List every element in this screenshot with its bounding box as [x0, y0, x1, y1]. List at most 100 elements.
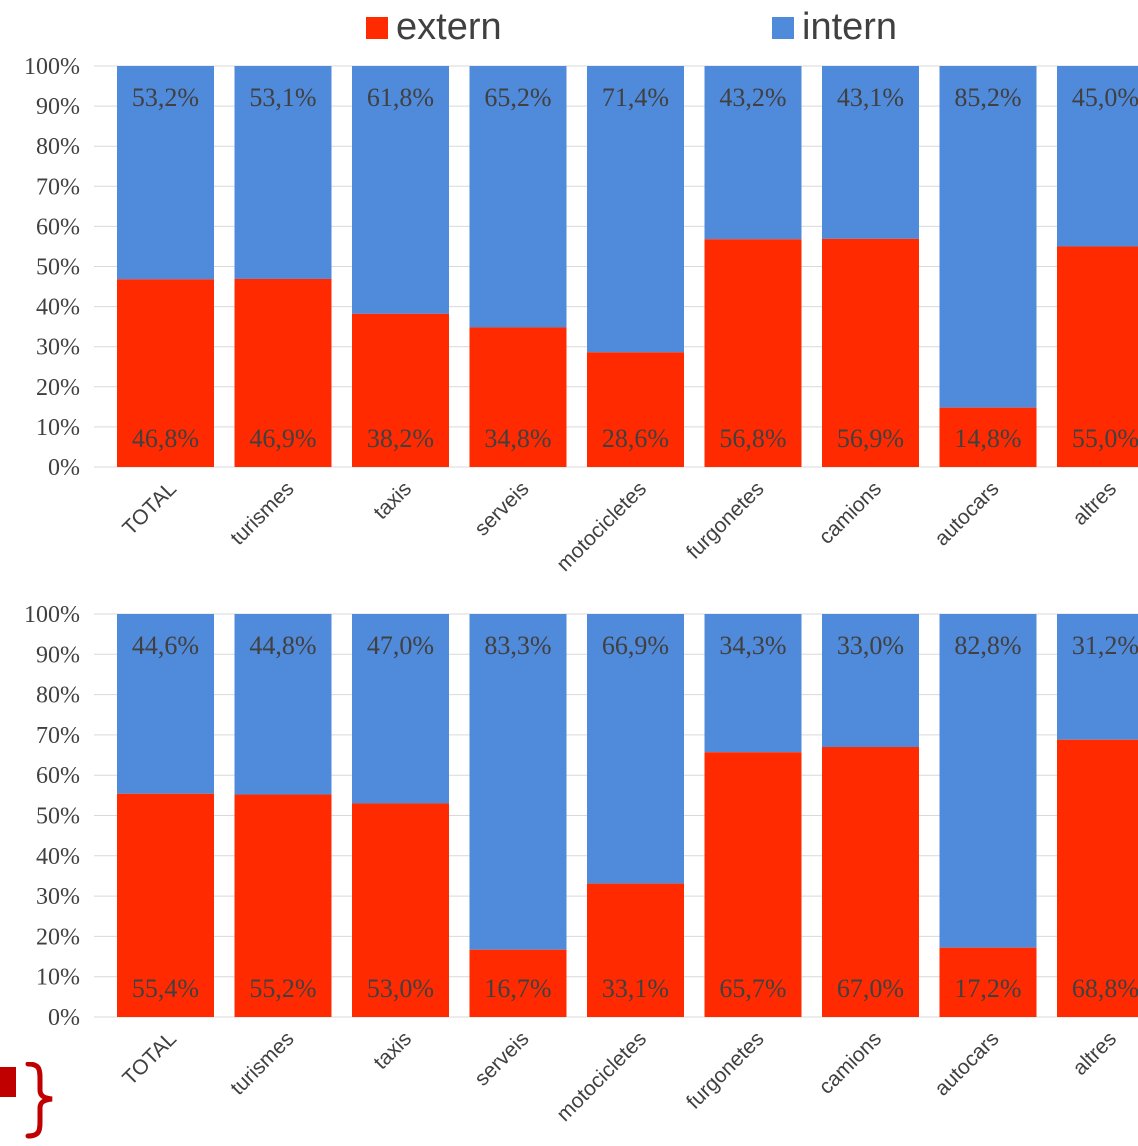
data-label-intern: 82,8%: [954, 631, 1021, 660]
data-label-extern: 56,9%: [837, 424, 904, 453]
brace-decoration: [0, 1061, 70, 1141]
y-tick-label: 90%: [36, 642, 80, 668]
data-label-intern: 61,8%: [367, 83, 434, 112]
data-label-extern: 55,2%: [249, 974, 316, 1003]
bar-extern-turismes: [234, 278, 332, 467]
data-label-extern: 17,2%: [954, 974, 1021, 1003]
category-label: TOTAL: [118, 477, 181, 540]
bar-extern-autocars: [939, 407, 1037, 467]
category-label: furgonetes: [682, 477, 768, 563]
y-tick-label: 30%: [36, 884, 80, 910]
data-label-intern: 31,2%: [1072, 631, 1138, 660]
category-label: altres: [1068, 1027, 1121, 1080]
bar-extern-autocars: [939, 947, 1037, 1017]
y-tick-label: 40%: [36, 844, 80, 870]
bar-intern-TOTAL: [117, 66, 214, 280]
bar-intern-turismes: [234, 66, 332, 279]
chart-panel-2: 0% 10% 20% 30% 40% 50% 60% 70% 80% 90% 100% 44,6% 55…: [24, 602, 1138, 1126]
bar-intern-serveis: [469, 66, 567, 328]
category-label: camions: [814, 1027, 886, 1099]
data-label-intern: 53,2%: [132, 83, 199, 112]
bar-intern-altres: [1057, 66, 1138, 247]
category-label: taxis: [369, 1027, 416, 1074]
data-label-intern: 65,2%: [484, 83, 551, 112]
data-label-extern: 56,8%: [719, 424, 786, 453]
bar-extern-motocicletes: [587, 883, 684, 1017]
bar-intern-furgonetes: [704, 66, 802, 240]
data-label-extern: 46,9%: [249, 424, 316, 453]
chart-panel-1: 0% 10% 20% 30% 40% 50% 60% 70% 80% 90% 100% 53,2% 46…: [24, 54, 1138, 576]
category-label: autocars: [930, 1027, 1003, 1100]
data-label-intern: 47,0%: [367, 631, 434, 660]
y-tick-label: 10%: [36, 965, 80, 991]
data-label-intern: 44,8%: [249, 631, 316, 660]
data-label-extern: 53,0%: [367, 974, 434, 1003]
bar-extern-TOTAL: [117, 793, 214, 1017]
y-tick-label: 70%: [36, 723, 80, 749]
bar-extern-serveis: [469, 327, 567, 467]
bar-extern-camions: [822, 746, 919, 1017]
bar-extern-furgonetes: [704, 752, 802, 1017]
y-tick-label: 50%: [36, 804, 80, 830]
category-label: motocicletes: [552, 477, 651, 576]
data-label-intern: 53,1%: [249, 83, 316, 112]
category-label: camions: [814, 477, 886, 549]
bar-extern-taxis: [352, 803, 449, 1017]
bar-intern-motocicletes: [587, 66, 684, 353]
data-label-extern: 68,8%: [1072, 974, 1138, 1003]
data-label-extern: 28,6%: [602, 424, 669, 453]
legend-swatch-extern: [366, 16, 388, 39]
bar-intern-autocars: [939, 66, 1037, 408]
data-label-intern: 44,6%: [132, 631, 199, 660]
data-label-extern: 55,0%: [1072, 424, 1138, 453]
y-tick-label: 20%: [36, 375, 80, 401]
bar-extern-serveis: [469, 949, 567, 1017]
data-label-extern: 34,8%: [484, 424, 551, 453]
bar-intern-taxis: [352, 614, 449, 804]
bar-extern-camions: [822, 238, 919, 467]
bar-extern-altres: [1057, 739, 1138, 1017]
category-label: TOTAL: [118, 1027, 181, 1090]
data-label-intern: 71,4%: [602, 83, 669, 112]
bar-extern-furgonetes: [704, 239, 802, 467]
bar-intern-serveis: [469, 614, 567, 950]
bar-intern-altres: [1057, 614, 1138, 740]
legend-label-extern: extern: [396, 6, 502, 48]
data-label-intern: 45,0%: [1072, 83, 1138, 112]
data-label-intern: 43,1%: [837, 83, 904, 112]
bar-extern-TOTAL: [117, 279, 214, 467]
y-tick-label: 60%: [36, 214, 80, 240]
data-label-intern: 33,0%: [837, 631, 904, 660]
bar-extern-turismes: [234, 794, 332, 1017]
y-tick-label: 90%: [36, 94, 80, 120]
bar-intern-autocars: [939, 614, 1037, 948]
y-tick-label: 30%: [36, 335, 80, 361]
legend-label-intern: intern: [802, 6, 898, 48]
bar-extern-altres: [1057, 246, 1138, 467]
bar-extern-taxis: [352, 313, 449, 467]
data-label-extern: 14,8%: [954, 424, 1021, 453]
y-tick-label: 40%: [36, 295, 80, 321]
data-label-intern: 66,9%: [602, 631, 669, 660]
data-label-intern: 83,3%: [484, 631, 551, 660]
y-tick-label: 70%: [36, 174, 80, 200]
legend-swatch-intern: [772, 16, 794, 39]
category-label: altres: [1068, 477, 1121, 530]
data-label-intern: 85,2%: [954, 83, 1021, 112]
bar-intern-taxis: [352, 66, 449, 314]
data-label-intern: 43,2%: [719, 83, 786, 112]
brace-icon: [0, 1061, 53, 1139]
y-tick-label: 50%: [36, 255, 80, 281]
bar-intern-TOTAL: [117, 614, 214, 794]
data-label-extern: 38,2%: [367, 424, 434, 453]
data-label-extern: 16,7%: [484, 974, 551, 1003]
data-label-extern: 65,7%: [719, 974, 786, 1003]
y-tick-label: 80%: [36, 134, 80, 160]
category-label: motocicletes: [552, 1027, 651, 1126]
y-tick-label: 0%: [48, 455, 80, 481]
bar-intern-camions: [822, 66, 919, 239]
data-label-extern: 55,4%: [132, 974, 199, 1003]
category-label: serveis: [470, 477, 533, 540]
y-tick-label: 20%: [36, 924, 80, 950]
